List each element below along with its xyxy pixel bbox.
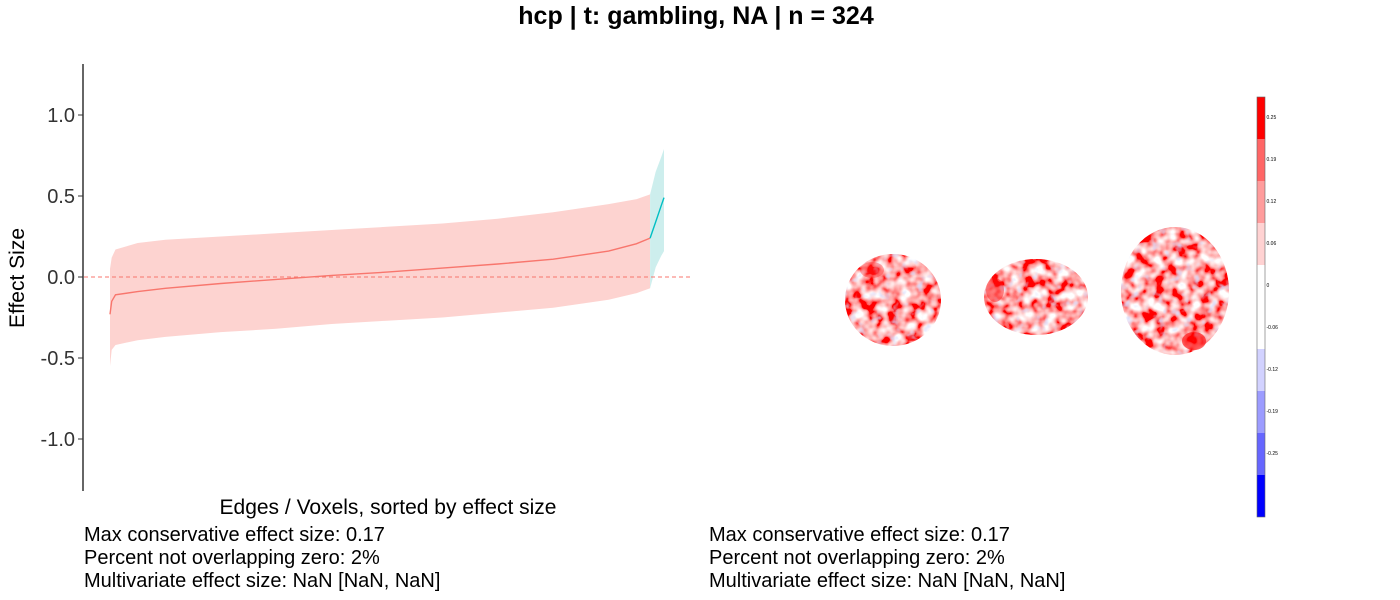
- chart-title: hcp | t: gambling, NA | n = 324: [518, 2, 874, 30]
- colorbar-swatch: [1257, 223, 1265, 265]
- colorbar-label: 0.25: [1267, 115, 1277, 121]
- confidence-band-0: [110, 194, 651, 367]
- max-conservative-effect-size: Max conservative effect size: 0.17: [84, 524, 385, 546]
- x-axis-title: Edges / Voxels, sorted by effect size: [220, 496, 557, 519]
- y-tick-label: -1.0: [41, 429, 75, 451]
- colorbar-label: -0.12: [1267, 367, 1279, 373]
- colorbar-legend: 0.25 0.19 0.12 0.06 0 -0.06 -0.12 -0.19 -0.25: [1256, 96, 1279, 518]
- brain-map-panel: 0.25 0.19 0.12 0.06 0 -0.06 -0.12 -0.19 -0.25: [845, 96, 1279, 518]
- colorbar-swatch: [1257, 265, 1265, 307]
- y-axis-ticks: 1.0 0.5 0.0 -0.5 -1.0: [41, 105, 83, 451]
- colorbar-label: 0.06: [1267, 241, 1277, 247]
- effect-size-plot: 1.0 0.5 0.0 -0.5 -1.0 Effect Size Edges / Vo…: [6, 64, 692, 519]
- y-tick-label: 0.0: [47, 267, 75, 289]
- y-tick-label: 1.0: [47, 105, 75, 127]
- colorbar-swatch: [1257, 475, 1265, 517]
- y-axis-title: Effect Size: [6, 228, 29, 328]
- multivariate-effect-size: Multivariate effect size: NaN [NaN, NaN]: [709, 570, 1066, 592]
- sagittal-brain-slice: [984, 259, 1088, 335]
- percent-not-overlapping-zero: Percent not overlapping zero: 2%: [709, 547, 1005, 569]
- colorbar-frame: [1256, 96, 1266, 518]
- colorbar-label: -0.19: [1267, 409, 1279, 415]
- effect-size-line-0: [109, 237, 651, 315]
- colorbar-label: -0.25: [1267, 451, 1279, 457]
- colorbar-swatch: [1257, 349, 1265, 391]
- multivariate-effect-size: Multivariate effect size: NaN [NaN, NaN]: [84, 570, 441, 592]
- y-tick-label: 0.5: [47, 186, 75, 208]
- max-conservative-effect-size: Max conservative effect size: 0.17: [709, 524, 1010, 546]
- colorbar-label: 0.19: [1267, 157, 1277, 163]
- colorbar-label: -0.06: [1267, 325, 1279, 331]
- colorbar-swatch: [1257, 391, 1265, 433]
- percent-not-overlapping-zero: Percent not overlapping zero: 2%: [84, 547, 380, 569]
- y-tick-label: -0.5: [41, 348, 75, 370]
- colorbar-swatch: [1257, 433, 1265, 475]
- stats-right: Max conservative effect size: 0.17 Perce…: [709, 524, 1065, 593]
- coronal-brain-slice: [1121, 227, 1229, 355]
- axial-brain-slice: [845, 254, 941, 346]
- colorbar-swatch: [1257, 181, 1265, 223]
- effect-size-line-1: [649, 197, 665, 239]
- stats-left: Max conservative effect size: 0.17 Perce…: [84, 524, 440, 593]
- colorbar-label: 0.12: [1267, 199, 1277, 205]
- colorbar-swatch: [1257, 139, 1265, 181]
- colorbar-swatch: [1257, 307, 1265, 349]
- effect-lines: [109, 197, 665, 315]
- colorbar-label: 0: [1267, 283, 1270, 289]
- colorbar-swatch: [1257, 97, 1265, 139]
